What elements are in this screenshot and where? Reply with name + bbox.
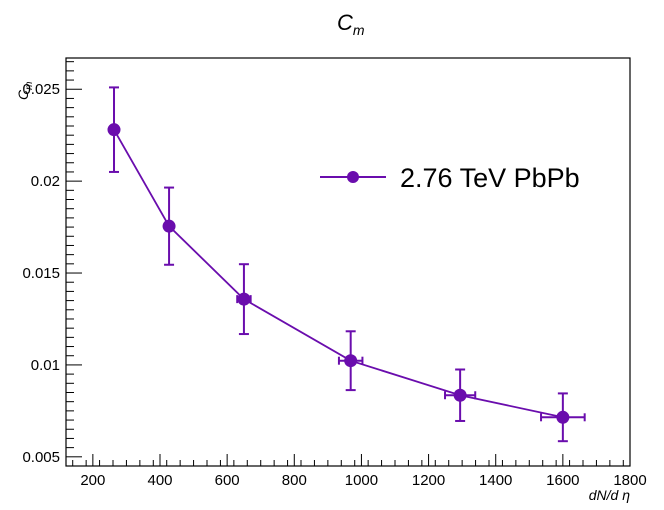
y-tick-label: 0.01 [31, 357, 60, 374]
legend-marker [347, 171, 359, 183]
plot-frame [65, 57, 631, 467]
data-point [453, 388, 467, 402]
x-tick-label: 1600 [546, 472, 579, 489]
x-tick-label: 1800 [613, 472, 646, 489]
legend: 2.76 TeV PbPb [320, 163, 580, 193]
x-tick-label: 400 [147, 472, 172, 489]
axis-ticks [66, 61, 631, 467]
y-tick-label: 0.025 [22, 81, 60, 98]
series-line [113, 129, 564, 419]
data-point [107, 123, 121, 137]
data-point [237, 292, 251, 306]
y-tick-label: 0.02 [31, 173, 60, 190]
data-point [556, 410, 570, 424]
x-tick-labels: 200 400 600 800 1000 1200 1400 1600 1800 [80, 472, 646, 489]
series-group [107, 86, 586, 443]
data-point [344, 354, 358, 368]
chart-title-subscript: m [353, 22, 365, 38]
x-tick-label: 1400 [479, 472, 512, 489]
x-tick-label: 800 [282, 472, 307, 489]
chart-title: Cm [337, 10, 365, 38]
data-point [162, 219, 176, 233]
legend-label: 2.76 TeV PbPb [400, 163, 580, 193]
x-tick-label: 1000 [345, 472, 378, 489]
x-tick-label: 1200 [412, 472, 445, 489]
y-axis-label-group: Cm [15, 82, 35, 100]
y-tick-labels: 0.005 0.01 0.015 0.02 0.025 [22, 81, 60, 466]
y-axis-label: Cm [15, 82, 35, 100]
y-tick-label: 0.005 [22, 449, 60, 466]
x-tick-label: 200 [80, 472, 105, 489]
x-tick-label: 600 [215, 472, 240, 489]
y-tick-label: 0.015 [22, 265, 60, 282]
x-axis-label: dN/d η [589, 487, 630, 503]
